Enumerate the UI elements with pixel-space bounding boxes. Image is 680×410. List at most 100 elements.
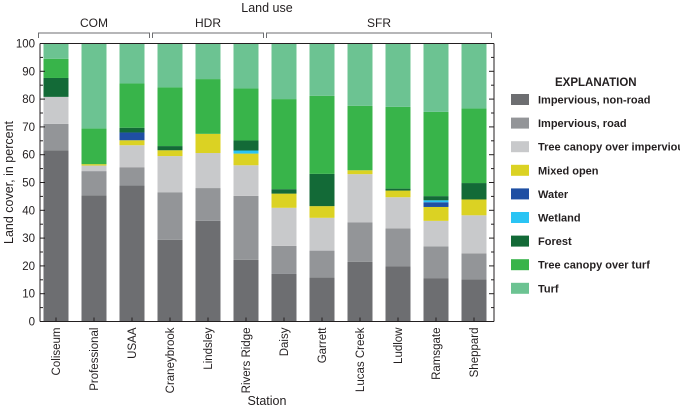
bar-segment-water bbox=[423, 202, 449, 207]
legend-label: Water bbox=[538, 189, 569, 201]
y-tick-label: 60 bbox=[22, 150, 35, 162]
y-tick-label: 100 bbox=[16, 39, 35, 51]
legend-swatch bbox=[511, 235, 529, 247]
x-tick-label: Lindsley bbox=[203, 327, 215, 369]
bar-segment-tree-canopy-over-turf bbox=[119, 83, 145, 128]
bar-segment-turf bbox=[271, 43, 297, 100]
bar-segment-impervious-road bbox=[423, 246, 449, 279]
legend-swatch bbox=[511, 141, 529, 153]
bar-segment-tree-canopy-over-impervious bbox=[385, 197, 411, 229]
bar-segment-impervious-non-road bbox=[195, 220, 221, 322]
bar-segment-impervious-road bbox=[461, 253, 487, 280]
bar-segment-impervious-road bbox=[271, 245, 297, 274]
bar-segment-mixed-open bbox=[233, 153, 259, 166]
legend-title: EXPLANATION bbox=[555, 77, 637, 89]
y-tick-label: 40 bbox=[22, 205, 35, 217]
bar-segment-tree-canopy-over-impervious bbox=[271, 207, 297, 246]
bar-segment-mixed-open bbox=[157, 150, 183, 157]
bar-segment-impervious-non-road bbox=[309, 277, 335, 322]
bar-segment-tree-canopy-over-impervious bbox=[195, 153, 221, 189]
bar-segment-mixed-open bbox=[423, 206, 449, 221]
bar-segment-impervious-road bbox=[309, 250, 335, 278]
legend-label: Tree canopy over impervious bbox=[538, 142, 680, 154]
bar-segment-mixed-open bbox=[461, 199, 487, 216]
bar-segment-tree-canopy-over-turf bbox=[157, 87, 183, 147]
legend-swatch bbox=[511, 259, 529, 271]
bar-segment-tree-canopy-over-impervious bbox=[81, 165, 107, 172]
bar-segment-forest bbox=[43, 77, 69, 97]
bar-segment-turf bbox=[195, 43, 221, 80]
legend-label: Impervious, non-road bbox=[538, 95, 650, 107]
bar-segment-tree-canopy-over-impervious bbox=[119, 145, 145, 168]
bar-segment-tree-canopy-over-impervious bbox=[233, 165, 259, 196]
bar-segment-forest bbox=[461, 183, 487, 200]
bar-segment-mixed-open bbox=[119, 140, 145, 146]
bar-segment-impervious-road bbox=[157, 192, 183, 240]
legend-label: Forest bbox=[538, 236, 572, 248]
y-axis-label: Land cover, in percent bbox=[2, 120, 16, 244]
legend-swatch bbox=[511, 188, 529, 200]
x-tick-label: Coliseum bbox=[51, 328, 63, 376]
bar-segment-tree-canopy-over-impervious bbox=[461, 215, 487, 254]
legend-label: Turf bbox=[538, 283, 559, 295]
bar-segment-forest bbox=[423, 196, 449, 201]
bar-segment-forest bbox=[271, 189, 297, 194]
y-tick-label: 10 bbox=[22, 289, 35, 301]
x-axis-label: Station bbox=[248, 394, 287, 408]
x-tick-label: Daisy bbox=[279, 327, 291, 356]
bar-segment-tree-canopy-over-turf bbox=[271, 99, 297, 190]
group-bracket bbox=[38, 32, 150, 38]
bar-segment-tree-canopy-over-turf bbox=[347, 105, 373, 171]
bar-segment-tree-canopy-over-turf bbox=[233, 88, 259, 141]
x-tick-label: Ludlow bbox=[393, 327, 405, 364]
legend-label: Wetland bbox=[538, 213, 581, 225]
y-tick-label: 90 bbox=[22, 66, 35, 78]
bar-segment-forest bbox=[309, 173, 335, 207]
bar-segment-impervious-road bbox=[43, 123, 69, 151]
group-bracket bbox=[266, 32, 492, 38]
bar-segment-impervious-non-road bbox=[271, 273, 297, 322]
bar-segment-turf bbox=[43, 43, 69, 59]
bar-segment-tree-canopy-over-turf bbox=[385, 106, 411, 189]
bar-segment-impervious-non-road bbox=[385, 266, 411, 322]
bar-segment-impervious-road bbox=[195, 188, 221, 221]
bar-segment-tree-canopy-over-turf bbox=[81, 128, 107, 165]
bar-segment-wetland bbox=[423, 200, 449, 203]
bar-segment-impervious-road bbox=[233, 195, 259, 260]
y-tick-label: 50 bbox=[22, 178, 35, 190]
bar-segment-tree-canopy-over-turf bbox=[309, 95, 335, 174]
legend-swatch bbox=[511, 117, 529, 129]
x-tick-label: USAA bbox=[127, 327, 139, 359]
x-tick-label: Garrett bbox=[317, 327, 329, 364]
bar-segment-mixed-open bbox=[309, 206, 335, 218]
bar-segment-impervious-non-road bbox=[157, 239, 183, 322]
bar-segment-impervious-non-road bbox=[461, 279, 487, 322]
bar-segment-forest bbox=[157, 146, 183, 151]
bar-segment-impervious-road bbox=[119, 167, 145, 186]
bar-segment-wetland bbox=[233, 150, 259, 154]
group-label: COM bbox=[80, 16, 108, 30]
bar-segment-turf bbox=[119, 43, 145, 84]
bar-segment-turf bbox=[423, 43, 449, 112]
bar-segment-impervious-road bbox=[81, 171, 107, 196]
y-tick-label: 0 bbox=[29, 317, 35, 329]
bar-segment-forest bbox=[385, 188, 411, 191]
x-tick-label: Sheppard bbox=[469, 328, 481, 378]
bar-segment-tree-canopy-over-impervious bbox=[423, 220, 449, 247]
bar-segment-turf bbox=[309, 43, 335, 96]
x-tick-label: Lucas Creek bbox=[355, 327, 367, 392]
bar-segment-turf bbox=[233, 43, 259, 89]
bar-segment-tree-canopy-over-turf bbox=[461, 108, 487, 184]
legend-label: Mixed open bbox=[538, 165, 599, 177]
bar-segment-impervious-non-road bbox=[347, 261, 373, 322]
legend-swatch bbox=[511, 212, 529, 223]
legend-label: Tree canopy over turf bbox=[538, 260, 650, 272]
bar-segment-impervious-non-road bbox=[233, 259, 259, 322]
legend-swatch bbox=[511, 282, 529, 294]
bar-segment-turf bbox=[157, 43, 183, 88]
y-tick-label: 70 bbox=[22, 122, 35, 134]
bar-segment-forest bbox=[119, 127, 145, 133]
bar-segment-turf bbox=[81, 43, 107, 129]
y-tick-label: 20 bbox=[22, 261, 35, 273]
